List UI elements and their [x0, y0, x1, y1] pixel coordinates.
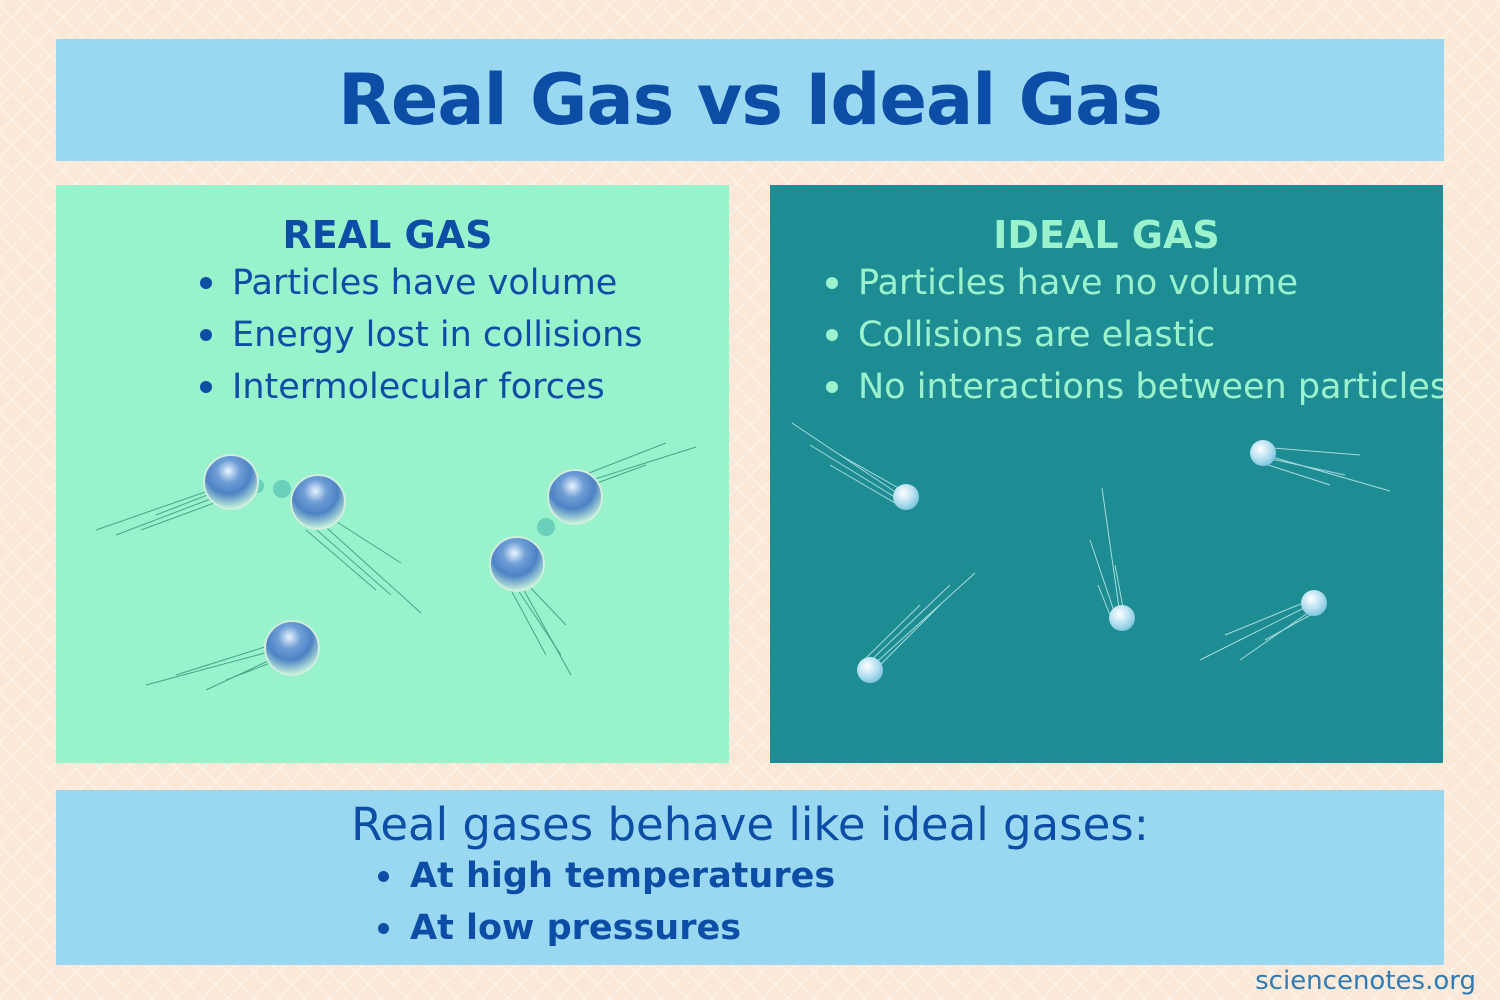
- real-gas-heading: REAL GAS: [282, 213, 493, 257]
- gas-particle: [893, 484, 919, 510]
- ideal-gas-heading: IDEAL GAS: [993, 213, 1220, 257]
- ideal-gas-particles-illustration: [791, 422, 1391, 683]
- ideal-gas-panel: IDEAL GAS Particles have no volume Colli…: [770, 185, 1443, 763]
- real-gas-panel: REAL GAS Particles have volume Energy lo…: [56, 185, 729, 763]
- ideal-gas-list: Particles have no volume Collisions are …: [822, 257, 1443, 413]
- gas-particle: [489, 536, 545, 592]
- interaction-dot: [273, 480, 291, 498]
- gas-particle: [264, 620, 320, 676]
- real-gas-bullet: Particles have volume: [196, 257, 643, 309]
- real-gas-bullet: Intermolecular forces: [196, 361, 643, 413]
- real-gas-bullet: Energy lost in collisions: [196, 309, 643, 361]
- gas-particle: [203, 454, 259, 510]
- gas-particle: [857, 657, 883, 683]
- gas-particle: [1109, 605, 1135, 631]
- real-gas-list: Particles have volume Energy lost in col…: [196, 257, 643, 413]
- summary-condition: At low pressures: [374, 902, 835, 954]
- interaction-dot: [537, 518, 555, 536]
- source-credit: sciencenotes.org: [1255, 966, 1476, 996]
- summary-condition: At high temperatures: [374, 850, 835, 902]
- ideal-gas-bullet: Particles have no volume: [822, 257, 1443, 309]
- gas-particle: [1250, 440, 1276, 466]
- gas-particle: [290, 474, 346, 530]
- title-banner: Real Gas vs Ideal Gas: [56, 39, 1444, 161]
- motion-trails-ideal: [791, 422, 1391, 672]
- summary-banner: Real gases behave like ideal gases: At h…: [56, 790, 1444, 965]
- page-title: Real Gas vs Ideal Gas: [338, 59, 1163, 141]
- motion-trails-real: [95, 442, 697, 691]
- ideal-gas-bullet: Collisions are elastic: [822, 309, 1443, 361]
- summary-lead: Real gases behave like ideal gases:: [351, 798, 1149, 851]
- summary-conditions-list: At high temperatures At low pressures: [374, 850, 835, 954]
- gas-particle: [547, 469, 603, 525]
- gas-particle: [1301, 590, 1327, 616]
- real-gas-particles-illustration: [95, 442, 697, 691]
- ideal-gas-bullet: No interactions between particles: [822, 361, 1443, 413]
